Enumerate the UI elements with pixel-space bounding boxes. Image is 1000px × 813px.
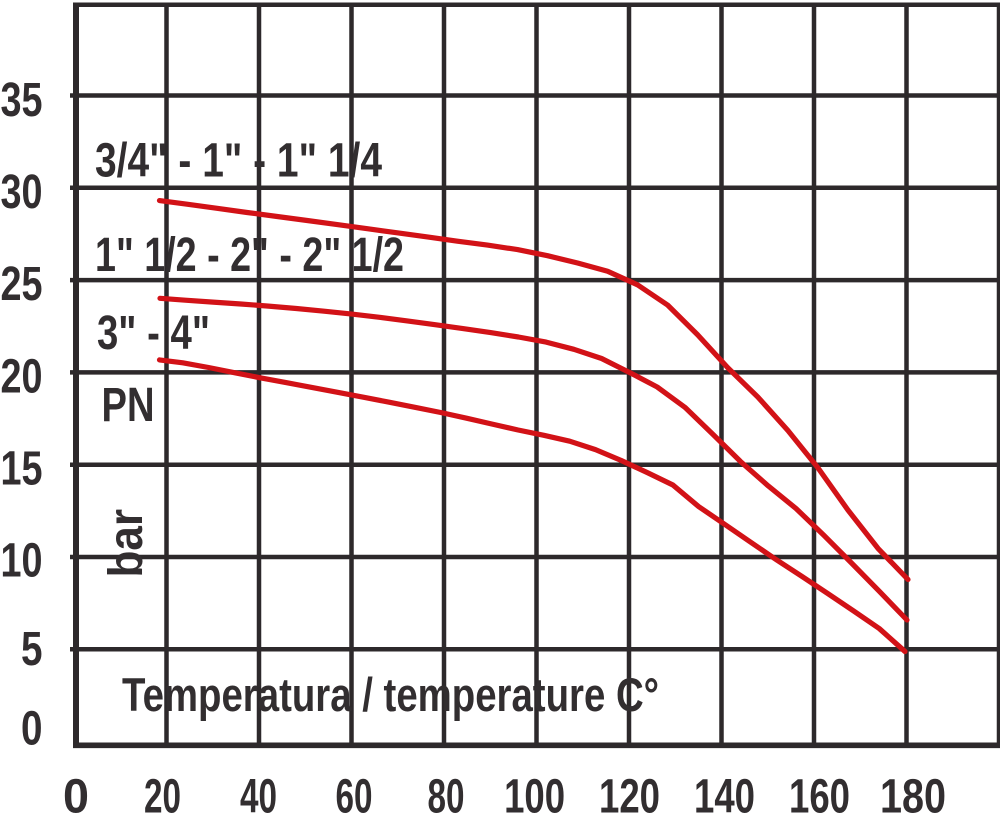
svg-text:180: 180: [880, 771, 946, 813]
svg-text:5: 5: [21, 623, 43, 676]
svg-text:3" - 4": 3" - 4": [97, 307, 210, 360]
svg-text:120: 120: [599, 771, 660, 813]
svg-text:100: 100: [504, 771, 565, 813]
svg-text:15: 15: [1, 443, 43, 496]
svg-text:60: 60: [336, 771, 373, 813]
svg-text:0: 0: [63, 771, 89, 813]
svg-text:30: 30: [1, 166, 43, 219]
svg-text:bar: bar: [100, 509, 153, 578]
svg-text:1" 1/2 - 2" - 2" 1/2: 1" 1/2 - 2" - 2" 1/2: [95, 229, 404, 282]
svg-text:25: 25: [1, 258, 43, 311]
svg-text:10: 10: [1, 535, 43, 588]
svg-text:20: 20: [144, 771, 181, 813]
svg-text:20: 20: [1, 351, 43, 404]
svg-text:PN: PN: [102, 379, 155, 432]
svg-text:140: 140: [694, 771, 755, 813]
svg-text:Temperatura / temperature C°: Temperatura / temperature C°: [122, 668, 659, 721]
svg-text:160: 160: [789, 771, 850, 813]
svg-text:80: 80: [428, 771, 465, 813]
svg-text:3/4" - 1" - 1" 1/4: 3/4" - 1" - 1" 1/4: [95, 135, 382, 188]
svg-text:40: 40: [240, 771, 277, 813]
svg-text:0: 0: [21, 703, 43, 756]
svg-text:35: 35: [1, 74, 43, 127]
